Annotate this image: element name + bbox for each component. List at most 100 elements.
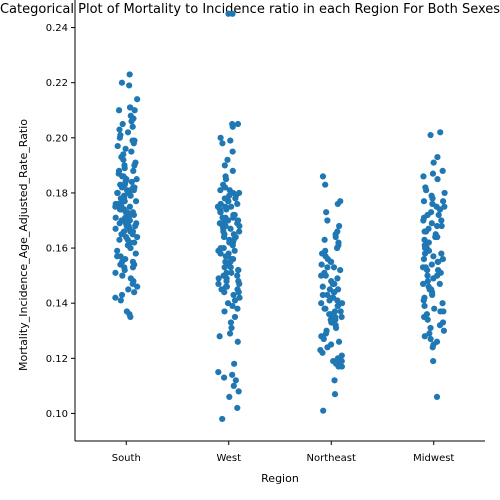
data-point [236, 294, 243, 301]
data-point [228, 324, 235, 332]
data-point [441, 189, 448, 197]
data-point [332, 324, 340, 332]
data-point [436, 206, 443, 213]
data-point [423, 187, 430, 194]
data-point [436, 322, 444, 329]
data-point [129, 123, 136, 130]
data-point [231, 297, 239, 304]
data-point [334, 275, 341, 282]
data-point [128, 118, 135, 125]
data-point [232, 195, 239, 202]
data-point [117, 297, 124, 304]
data-point [437, 308, 444, 315]
data-point [217, 134, 224, 141]
data-point [420, 173, 427, 180]
data-point [428, 261, 435, 268]
data-point [112, 269, 119, 276]
data-point [224, 300, 232, 307]
data-point [429, 344, 436, 351]
data-point [424, 272, 431, 279]
data-point [116, 134, 123, 141]
data-point [322, 330, 330, 337]
data-point [114, 247, 121, 254]
data-point [428, 220, 435, 227]
data-point [234, 272, 241, 279]
data-point [318, 272, 325, 279]
axes [74, 0, 485, 442]
data-point [219, 415, 226, 423]
data-point [126, 82, 133, 89]
data-point [221, 308, 228, 315]
data-point [235, 388, 242, 395]
data-point [318, 261, 325, 268]
data-point [430, 275, 437, 282]
data-point [225, 198, 232, 205]
y-tick-label: 0.20 [46, 133, 68, 144]
data-point [319, 291, 326, 299]
data-point [434, 154, 441, 161]
data-point [112, 203, 119, 210]
data-point [421, 250, 429, 257]
y-tick-label: 0.10 [46, 409, 68, 420]
data-point [433, 393, 441, 400]
data-point [320, 335, 327, 343]
data-point [230, 291, 237, 299]
data-point [329, 280, 336, 287]
data-point [334, 302, 341, 310]
y-tick-label: 0.14 [46, 299, 68, 310]
data-point [227, 225, 234, 232]
data-point [338, 313, 345, 321]
data-point [126, 104, 134, 111]
data-point [231, 247, 238, 254]
data-point [421, 333, 428, 340]
data-point [328, 258, 335, 265]
data-point [429, 170, 437, 177]
data-point [126, 71, 133, 78]
data-point [114, 142, 121, 150]
data-point [430, 357, 437, 365]
data-point [321, 305, 328, 312]
data-point [116, 126, 123, 133]
data-point [227, 319, 235, 326]
data-point [424, 278, 431, 285]
data-point [429, 195, 436, 202]
data-point [333, 244, 341, 252]
data-point [424, 267, 431, 274]
data-point [439, 255, 447, 263]
data-point [112, 214, 119, 221]
data-point [215, 368, 222, 376]
data-point [119, 272, 126, 279]
data-point [229, 302, 236, 310]
data-point [421, 302, 428, 310]
data-point [129, 231, 136, 238]
data-point [435, 211, 442, 219]
y-tick-label: 0.18 [46, 188, 68, 199]
data-point [128, 148, 135, 155]
tick-labels: 0.10 0.12 0.14 0.16 0.18 0.20 0.22 0.24 South Wes… [46, 23, 455, 464]
data-point [232, 377, 239, 384]
data-point [234, 120, 242, 128]
data-point [225, 10, 232, 17]
data-point [235, 267, 242, 274]
data-point [215, 275, 222, 282]
data-point [224, 156, 231, 163]
data-point [335, 338, 343, 345]
data-point [230, 214, 237, 221]
data-point [132, 250, 139, 257]
data-point [236, 222, 243, 230]
data-point [116, 236, 123, 243]
data-point [424, 316, 431, 323]
data-point [118, 79, 126, 86]
data-point [127, 313, 134, 321]
data-point [236, 228, 243, 235]
data-point [330, 264, 338, 271]
data-point [324, 217, 331, 224]
data-point [221, 162, 228, 169]
data-point [229, 371, 236, 378]
data-point [118, 184, 126, 191]
data-point [234, 338, 241, 345]
data-point [222, 283, 230, 290]
data-point [319, 173, 327, 180]
data-point [426, 330, 433, 337]
